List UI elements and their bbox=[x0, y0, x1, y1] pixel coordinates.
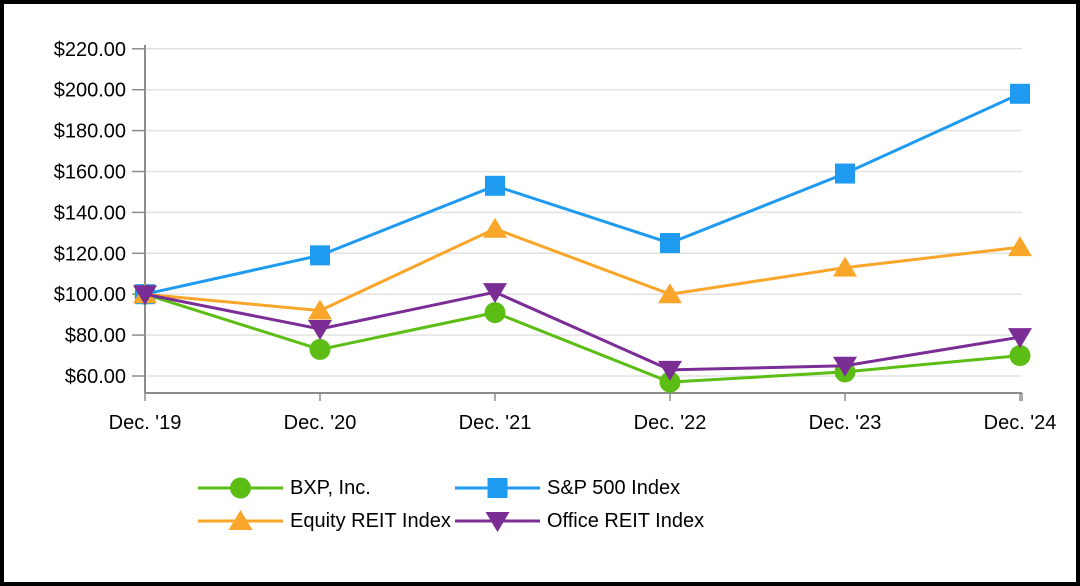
x-tick-label: Dec. '19 bbox=[109, 412, 182, 434]
marker-bxp-inc bbox=[659, 371, 681, 393]
x-tick-label: Dec. '24 bbox=[984, 412, 1057, 434]
marker-bxp-inc bbox=[1009, 345, 1031, 367]
legend-label-equity-reit-index: Equity REIT Index bbox=[290, 509, 451, 532]
y-tick-label: $100.00 bbox=[54, 284, 126, 306]
legend-label-sp-500-index: S&P 500 Index bbox=[547, 476, 681, 499]
marker-office-reit-index bbox=[658, 360, 682, 381]
x-tick-label: Dec. '20 bbox=[284, 412, 357, 434]
legend-item-equity-reit-index: Equity REIT Index bbox=[198, 508, 451, 534]
legend-label-bxp-inc: BXP, Inc. bbox=[290, 476, 371, 499]
legend-marker-bxp-inc bbox=[230, 477, 251, 499]
legend-item-office-reit-index: Office REIT Index bbox=[455, 508, 704, 534]
series-line-equity-reit-index bbox=[144, 227, 1021, 313]
marker-office-reit-index bbox=[308, 319, 332, 340]
y-tick-label: $180.00 bbox=[54, 121, 126, 143]
x-tick-label: Dec. '21 bbox=[459, 412, 532, 434]
marker-s-p-500-index bbox=[485, 175, 505, 196]
x-tick-label: Dec. '23 bbox=[809, 412, 882, 434]
marker-equity-reit-index bbox=[1008, 236, 1032, 257]
y-tick-label: $80.00 bbox=[65, 325, 126, 347]
legend-item-sp-500-index: S&P 500 Index bbox=[455, 475, 680, 501]
legend-marker-circle-icon bbox=[198, 477, 283, 499]
marker-office-reit-index bbox=[483, 283, 507, 304]
marker-s-p-500-index bbox=[835, 163, 855, 184]
marker-office-reit-index bbox=[833, 356, 857, 377]
y-tick-label: $140.00 bbox=[54, 202, 126, 224]
series-line-office-reit-index bbox=[144, 290, 1021, 372]
marker-bxp-inc bbox=[484, 302, 506, 324]
marker-office-reit-index bbox=[133, 285, 157, 306]
legend-item-bxp-inc: BXP, Inc. bbox=[198, 475, 371, 501]
marker-equity-reit-index bbox=[658, 283, 682, 304]
legend-label-office-reit-index: Office REIT Index bbox=[547, 509, 705, 532]
legend-marker-equity-reit-index bbox=[228, 510, 253, 530]
marker-equity-reit-index bbox=[833, 256, 857, 277]
series-line-bxp-inc bbox=[144, 292, 1021, 384]
y-tick-label: $120.00 bbox=[54, 243, 126, 265]
chart-plot-area: $220.00 $200.00 $180.00 $160.00 $140.00 $120.… bbox=[54, 39, 1057, 434]
legend-marker-square-icon bbox=[455, 478, 540, 498]
legend-marker-triangle-up-icon bbox=[198, 510, 283, 530]
series-line-s-p-500-index bbox=[144, 92, 1021, 296]
marker-s-p-500-index bbox=[660, 233, 680, 254]
marker-equity-reit-index bbox=[483, 217, 507, 238]
legend-marker-office-reit-index bbox=[485, 512, 510, 532]
marker-office-reit-index bbox=[1008, 328, 1032, 349]
y-tick-label: $220.00 bbox=[54, 39, 126, 61]
x-tick-label: Dec. '22 bbox=[634, 412, 707, 434]
marker-equity-reit-index bbox=[308, 299, 332, 320]
y-tick-label: $60.00 bbox=[65, 366, 126, 388]
legend-marker-s-p-500-index bbox=[487, 478, 508, 498]
y-tick-label: $160.00 bbox=[54, 162, 126, 184]
legend-marker-triangle-down-icon bbox=[455, 512, 540, 532]
marker-s-p-500-index bbox=[1010, 83, 1030, 104]
marker-bxp-inc bbox=[309, 338, 331, 360]
marker-s-p-500-index bbox=[310, 245, 330, 266]
y-tick-label: $200.00 bbox=[54, 80, 126, 102]
